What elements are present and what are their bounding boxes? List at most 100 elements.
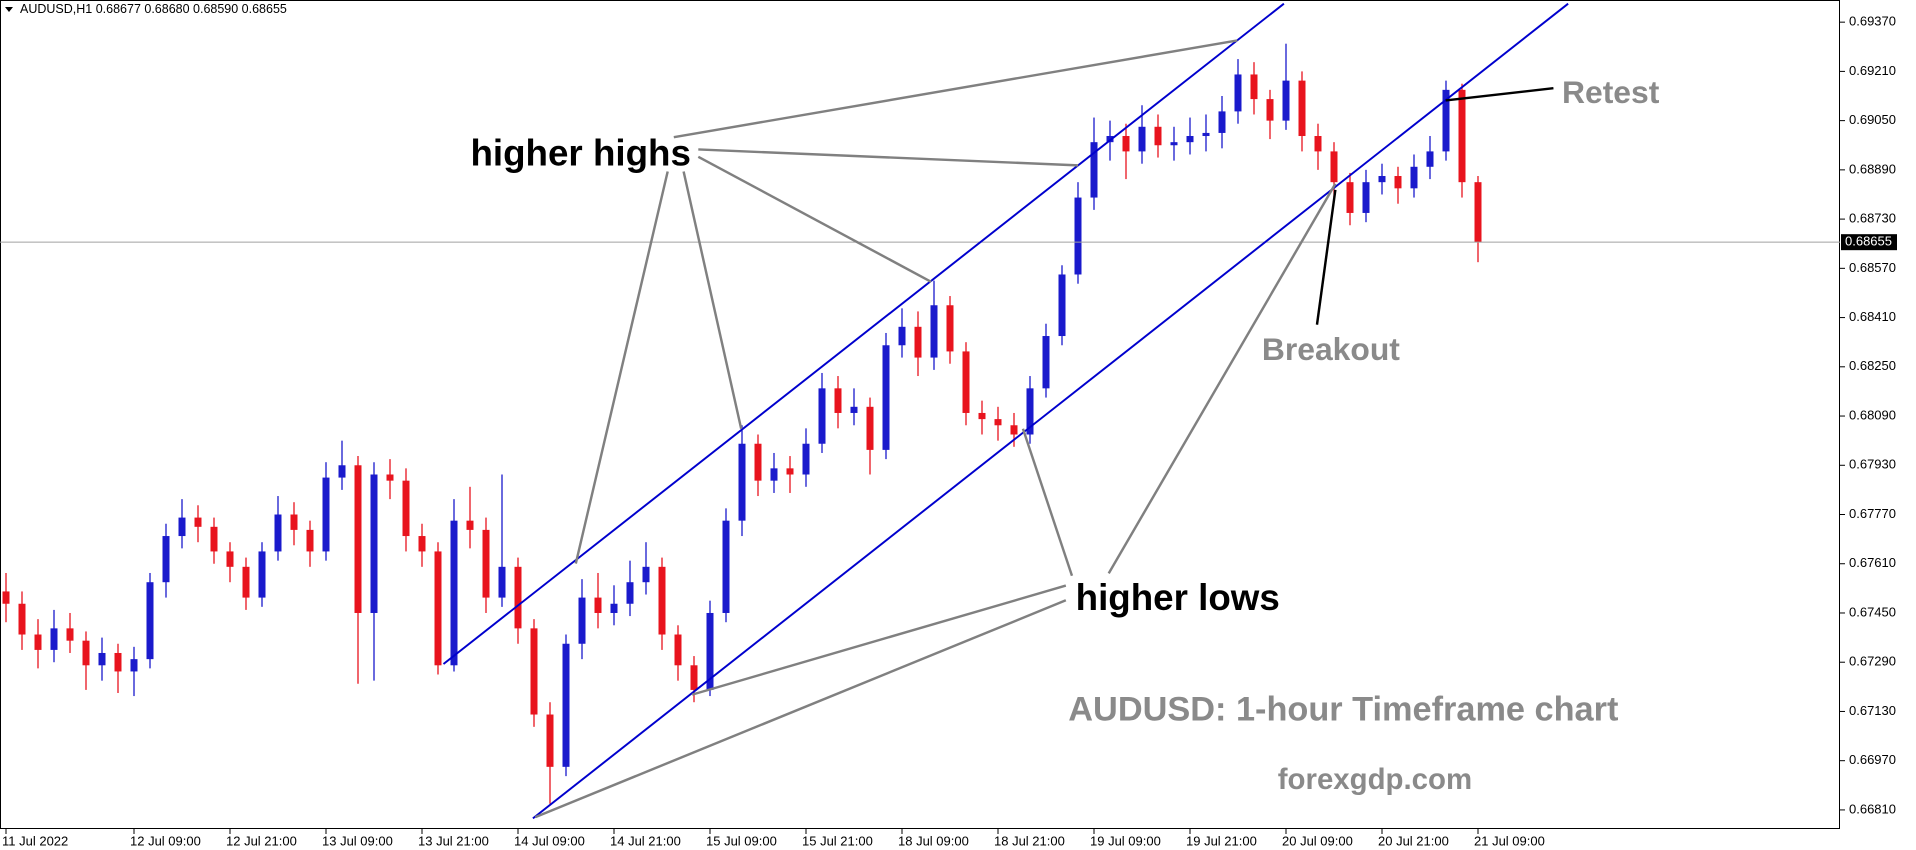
candle-body [562, 643, 570, 767]
pointer [1107, 183, 1337, 574]
candle-body [1298, 80, 1306, 137]
candle-body [930, 305, 938, 358]
candle-body [1074, 197, 1082, 275]
pointer [691, 584, 1067, 696]
candle-body [210, 526, 218, 552]
candle-body [258, 551, 266, 598]
y-tick-label: 0.68090 [1849, 407, 1896, 422]
candle-body [882, 345, 890, 450]
candle-body [418, 536, 426, 552]
candle-body [242, 566, 250, 598]
candle-body [370, 474, 378, 613]
candle-body [1330, 151, 1338, 183]
candle-body [754, 443, 762, 481]
pointer [1315, 189, 1337, 325]
candle-body [770, 468, 778, 481]
y-tick-label: 0.69210 [1849, 63, 1896, 78]
pointer [697, 155, 932, 283]
candles [2, 43, 1482, 804]
candle-body [1186, 136, 1194, 143]
annotation: higher lows [1076, 577, 1280, 618]
candle-body [786, 468, 794, 475]
candle-body [1010, 425, 1018, 435]
chart-title: AUDUSD,H1 0.68677 0.68680 0.68590 0.6865… [20, 2, 287, 16]
annotations: higher highs higher lows Breakout Retest… [442, 2, 1660, 820]
x-tick-label: 15 Jul 21:00 [802, 833, 873, 848]
pointers [534, 39, 1337, 819]
candle-body [594, 597, 602, 613]
candle-body [578, 597, 586, 644]
x-tick-label: 18 Jul 09:00 [898, 833, 969, 848]
candle-body [306, 529, 314, 552]
y-tick-label: 0.67770 [1849, 506, 1896, 521]
candle-body [994, 419, 1002, 426]
candle-body [354, 465, 362, 613]
candle-body [1058, 274, 1066, 337]
plot-frame [0, 0, 1840, 829]
candle-body [1394, 176, 1402, 189]
channel-upper [442, 2, 1285, 665]
y-tick-label: 0.68890 [1849, 161, 1896, 176]
candle-body [850, 406, 858, 413]
candle-body [50, 628, 58, 650]
candle-body [1170, 142, 1178, 146]
candle-body [466, 520, 474, 530]
x-tick-label: 21 Jul 09:00 [1474, 833, 1545, 848]
annotation: Retest [1562, 74, 1660, 110]
candle-body [1362, 182, 1370, 213]
y-tick-label: 0.67290 [1849, 654, 1896, 669]
current-price: 0.68655 [0, 234, 1897, 251]
candle-body [1042, 336, 1050, 389]
ticks: 0.66810 0.66970 0.67130 0.67290 0.67450 0.676… [2, 14, 1896, 849]
candle-body [1234, 74, 1242, 112]
candle-body [802, 443, 810, 475]
y-tick-label: 0.67930 [1849, 457, 1896, 472]
candle-body [1426, 151, 1434, 167]
candle-body [1122, 136, 1130, 152]
candle-body [162, 536, 170, 583]
x-tick-label: 12 Jul 09:00 [130, 833, 201, 848]
y-tick-label: 0.68250 [1849, 358, 1896, 373]
candle-body [626, 582, 634, 604]
candle-body [658, 566, 666, 635]
y-tick-label: 0.67450 [1849, 604, 1896, 619]
pointer [534, 599, 1067, 819]
candle-body [1314, 136, 1322, 152]
price-label-box [1841, 234, 1897, 251]
candle-body [434, 551, 442, 666]
candle-body [1026, 388, 1034, 435]
candle-body [290, 514, 298, 530]
pointer [673, 39, 1238, 139]
candle-body [514, 566, 522, 629]
candle-body [898, 326, 906, 346]
x-tick-label: 15 Jul 09:00 [706, 833, 777, 848]
candle-body [1138, 126, 1146, 152]
y-tick-label: 0.66810 [1849, 801, 1896, 816]
candle-body [450, 520, 458, 666]
candle-body [1410, 166, 1418, 189]
candle-body [1282, 80, 1290, 121]
x-tick-label: 12 Jul 21:00 [226, 833, 297, 848]
x-tick-label: 20 Jul 21:00 [1378, 833, 1449, 848]
candle-body [642, 566, 650, 583]
candle-body [978, 412, 986, 420]
channel-lower [532, 2, 1569, 820]
candle-body [178, 517, 186, 537]
y-tick-label: 0.67610 [1849, 555, 1896, 570]
candle-body [1378, 176, 1386, 183]
channel [442, 2, 1569, 820]
y-tick-label: 0.67130 [1849, 703, 1896, 718]
menu-icon[interactable] [5, 7, 13, 12]
annotation: higher highs [470, 132, 691, 173]
candle-body [338, 465, 346, 478]
x-tick-label: 19 Jul 09:00 [1090, 833, 1161, 848]
x-tick-label: 13 Jul 09:00 [322, 833, 393, 848]
candle-body [1442, 89, 1450, 152]
candle-body [274, 514, 282, 552]
x-tick-label: 11 Jul 2022 [2, 833, 68, 848]
candle-body [706, 612, 714, 690]
candle-body [1474, 182, 1482, 243]
x-tick-label: 14 Jul 09:00 [514, 833, 585, 848]
y-tick-label: 0.68730 [1849, 211, 1896, 226]
caption: AUDUSD: 1-hour Timeframe chart [1068, 690, 1618, 728]
